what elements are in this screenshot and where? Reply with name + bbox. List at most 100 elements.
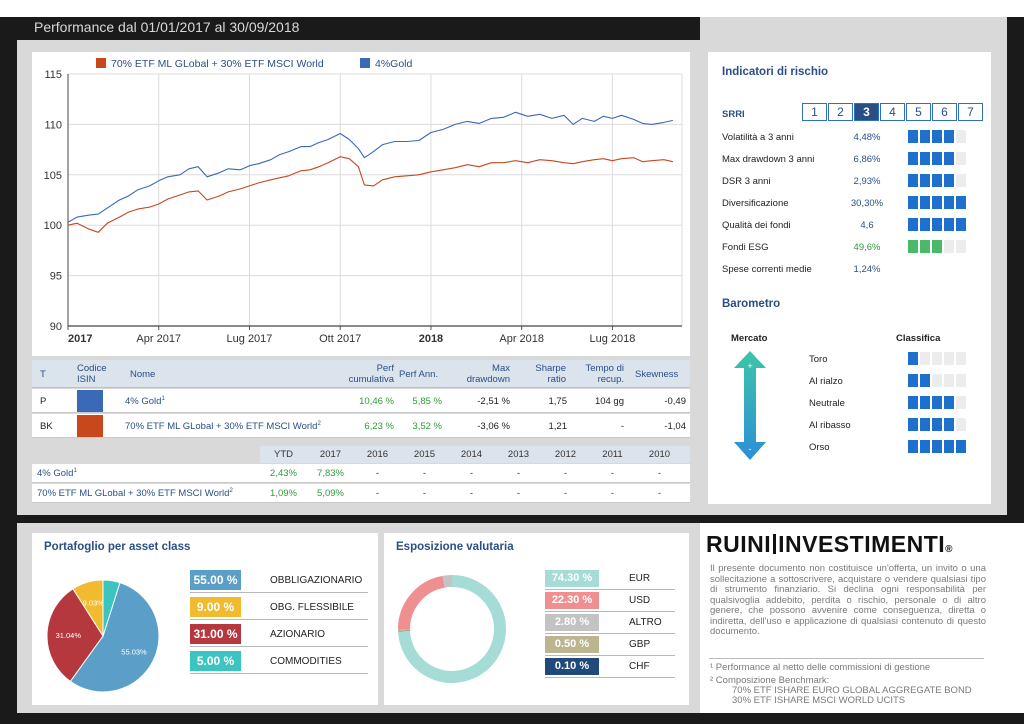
pie-slice-label: 9.03%	[83, 599, 105, 608]
x-tick-label: Apr 2017	[136, 333, 181, 345]
legend-underline	[545, 633, 675, 634]
indicator-value: 30,30%	[850, 198, 884, 209]
y-tick-label: 105	[44, 170, 62, 182]
barometer-bars	[908, 396, 966, 409]
currency-panel: Esposizione valutaria 74.30 % EUR 22.30 % U…	[384, 533, 689, 705]
legend-label: 4%Gold	[375, 58, 413, 70]
year-col-header: YTD	[274, 449, 293, 460]
pie-slice	[69, 582, 160, 693]
asset-pct-badge: 31.00 %	[190, 624, 241, 644]
legend-swatch	[96, 58, 106, 68]
bar-segment	[956, 218, 966, 231]
yearly-table: YTD 2017 2016 2015 2014 2013 2012 2011 2010 4% G…	[32, 446, 690, 503]
yearly-header: YTD 2017 2016 2015 2014 2013 2012 2011 2010	[260, 446, 690, 463]
year-col-header: 2017	[319, 449, 342, 460]
legend-underline	[190, 673, 368, 674]
cell-tempo: -	[620, 421, 624, 432]
table-row: BK 70% ETF ML GLobal + 30% ETF MSCI World…	[32, 414, 690, 438]
legend-underline	[190, 592, 368, 593]
bar-segment	[932, 374, 942, 387]
footnote-marker: 2	[317, 421, 321, 427]
currency-pct-badge: 0.10 %	[545, 658, 599, 675]
footnote-divider	[709, 658, 984, 659]
disclaimer: Il presente documento non costituisce un…	[710, 563, 986, 637]
bar-segment	[932, 152, 942, 165]
cell-perf-cum: 6,23 %	[364, 421, 394, 432]
bar-segment	[908, 240, 918, 253]
year-value: -	[657, 488, 662, 499]
bar-segment	[932, 130, 942, 143]
bar-segment	[956, 374, 966, 387]
year-value: -	[375, 488, 380, 499]
barometer-label: Al ribasso	[809, 420, 851, 431]
y-tick-label: 110	[44, 119, 62, 131]
row-name: 4% Gold1	[125, 396, 165, 408]
bar-segment	[908, 218, 918, 231]
performance-table: T Codice ISIN Nome Perf cumulativa Perf …	[32, 360, 690, 440]
year-value: -	[610, 468, 615, 479]
bar-segment	[920, 152, 930, 165]
brand-part2: INVESTIMENTI	[778, 531, 946, 557]
bar-segment	[956, 240, 966, 253]
row-type: P	[40, 396, 47, 407]
y-tick-label: 95	[50, 271, 62, 283]
row-color-swatch	[77, 390, 103, 412]
bar-segment	[932, 440, 942, 453]
srri-level-1: 1	[802, 103, 827, 121]
bar-segment	[932, 196, 942, 209]
bar-segment	[944, 218, 954, 231]
indicator-bars	[908, 174, 966, 187]
bar-segment	[920, 396, 930, 409]
indicator-label: Diversificazione	[722, 198, 789, 209]
page-title: Performance dal 01/01/2017 al 30/09/2018	[34, 19, 300, 35]
indicator-bars	[908, 130, 966, 143]
pie-slice-label: 55.03%	[121, 648, 147, 657]
currency-title: Esposizione valutaria	[396, 541, 514, 553]
asset-class-label: AZIONARIO	[270, 629, 326, 640]
col-skewness: Skewness	[635, 369, 679, 380]
year-value: 7,83%	[317, 468, 344, 479]
bar-segment	[908, 174, 918, 187]
indicator-label: Max drawdown 3 anni	[722, 154, 815, 165]
barometer-label: Neutrale	[809, 398, 845, 409]
mercato-label: Mercato	[731, 333, 768, 344]
year-value: 2,43%	[270, 468, 297, 479]
cell-max-dd: -3,06 %	[477, 421, 510, 432]
frame-bottom	[0, 713, 1024, 724]
barometer-bars	[908, 352, 966, 365]
srri-level-6: 6	[932, 103, 957, 121]
row-color-swatch	[77, 415, 103, 437]
barometer-label: Orso	[809, 442, 830, 453]
table-row: 70% ETF ML GLobal + 30% ETF MSCI World2 1…	[32, 484, 690, 503]
footnote-3: 70% ETF ISHARE EURO GLOBAL AGGREGATE BON…	[732, 685, 972, 696]
year-value: 5,09%	[317, 488, 344, 499]
srri-level-7: 7	[958, 103, 983, 121]
indicator-label: DSR 3 anni	[722, 176, 771, 187]
legend-underline	[545, 611, 675, 612]
arrow-plus: +	[747, 361, 752, 371]
year-value: -	[563, 488, 568, 499]
series-line-portfolio	[67, 111, 674, 223]
x-tick-label: Lug 2017	[227, 333, 273, 345]
indicator-value: 1,24%	[853, 264, 881, 275]
indicator-label: Fondi ESG	[722, 242, 769, 253]
bar-segment	[944, 152, 954, 165]
currency-label: ALTRO	[629, 617, 662, 628]
col-sharpe: Sharpe ratio	[535, 363, 566, 385]
donut-segment	[397, 575, 445, 630]
legend-underline	[545, 655, 675, 656]
bar-segment	[956, 196, 966, 209]
bar-segment	[944, 196, 954, 209]
col-isin: Codice ISIN	[77, 363, 107, 385]
donut-segment	[398, 575, 506, 683]
classifica-label: Classifica	[896, 333, 941, 344]
bar-segment	[956, 352, 966, 365]
bar-segment	[908, 440, 918, 453]
bar-segment	[920, 174, 930, 187]
bar-segment	[944, 374, 954, 387]
x-tick-label: Lug 2018	[589, 333, 635, 345]
row-name: 70% ETF ML GLobal + 30% ETF MSCI World2	[37, 488, 233, 500]
footnote-marker: 2	[229, 488, 233, 494]
currency-pct-badge: 22.30 %	[545, 592, 599, 609]
performance-chart: 90 95 100 105 110 115 2017 Apr 2017 Lug 2017 Ott …	[32, 52, 690, 356]
